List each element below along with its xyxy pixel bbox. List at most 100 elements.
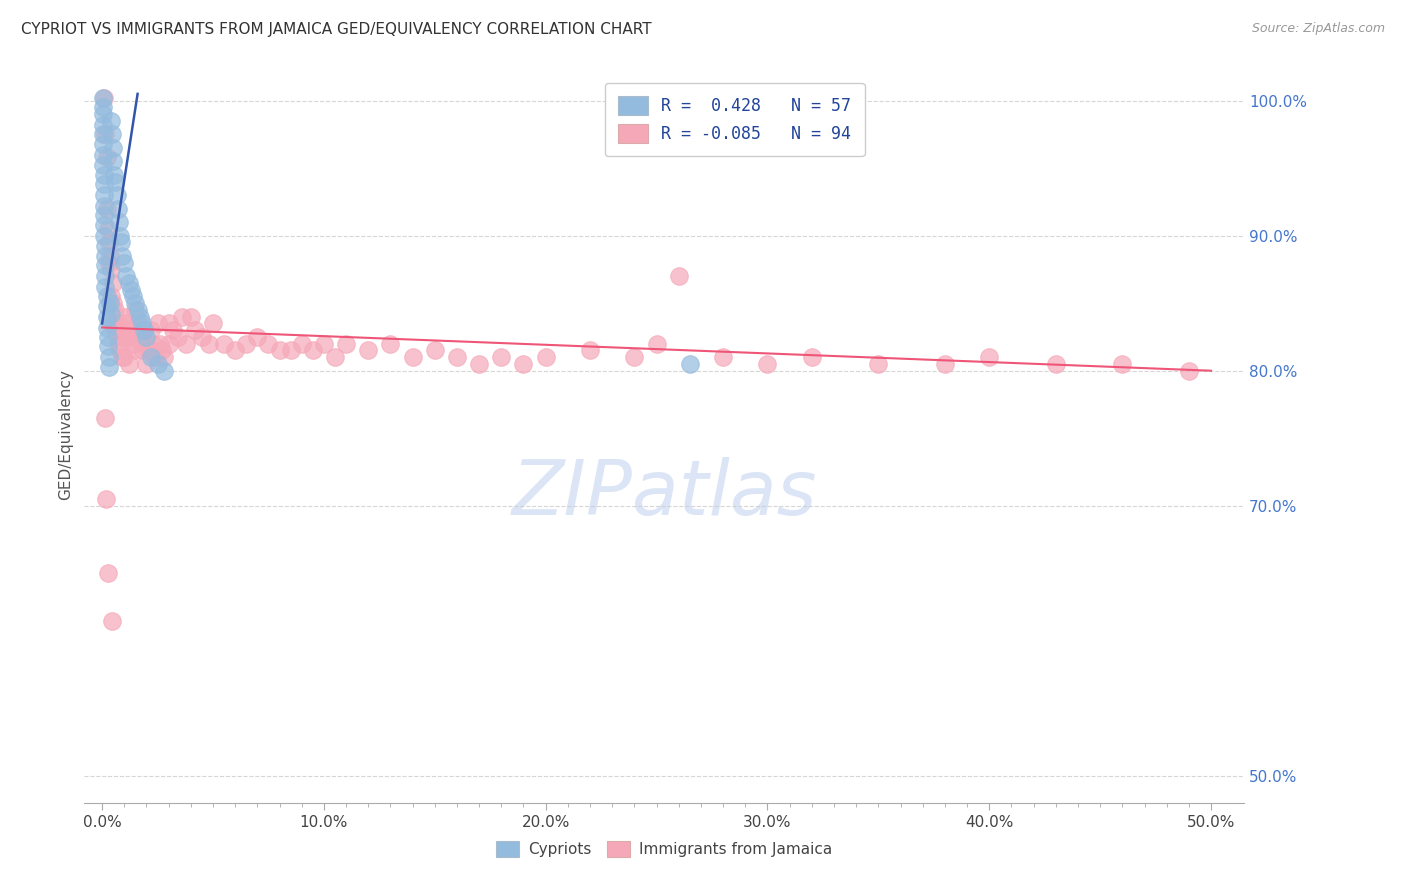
Point xyxy=(257,336,280,351)
Point xyxy=(93,228,115,243)
Point xyxy=(124,343,146,358)
Point xyxy=(756,357,779,371)
Point xyxy=(312,336,335,351)
Point xyxy=(96,289,118,303)
Point xyxy=(170,310,193,324)
Point xyxy=(180,310,202,324)
Point xyxy=(468,357,491,371)
Point xyxy=(103,154,125,169)
Point xyxy=(94,280,117,294)
Point xyxy=(91,107,114,121)
Point xyxy=(868,357,890,371)
Point xyxy=(446,350,468,364)
Point xyxy=(128,330,150,344)
Point xyxy=(534,350,557,364)
Point xyxy=(104,323,127,337)
Point xyxy=(146,357,169,371)
Point xyxy=(93,178,115,192)
Y-axis label: GED/Equivalency: GED/Equivalency xyxy=(58,369,73,500)
Point xyxy=(224,343,246,358)
Point xyxy=(107,317,129,331)
Point xyxy=(94,249,117,263)
Point xyxy=(108,228,131,243)
Point xyxy=(269,343,291,358)
Point xyxy=(97,350,120,364)
Point xyxy=(124,296,146,310)
Point xyxy=(103,276,125,290)
Point xyxy=(122,289,145,303)
Point xyxy=(191,330,214,344)
Point xyxy=(96,150,118,164)
Point xyxy=(107,202,129,216)
Point xyxy=(623,350,645,364)
Point xyxy=(579,343,602,358)
Point xyxy=(120,283,142,297)
Point xyxy=(1178,364,1201,378)
Point xyxy=(110,235,132,250)
Point xyxy=(97,330,120,344)
Point xyxy=(112,330,135,344)
Point xyxy=(97,339,120,353)
Point xyxy=(212,336,235,351)
Point xyxy=(323,350,346,364)
Point xyxy=(91,118,114,132)
Point xyxy=(91,159,114,173)
Point xyxy=(103,296,125,310)
Point xyxy=(97,255,120,269)
Point xyxy=(134,323,156,337)
Point xyxy=(335,336,357,351)
Point xyxy=(118,276,141,290)
Point xyxy=(280,343,302,358)
Point xyxy=(246,330,269,344)
Point xyxy=(96,310,118,324)
Legend: Cypriots, Immigrants from Jamaica: Cypriots, Immigrants from Jamaica xyxy=(489,834,839,865)
Point xyxy=(104,175,127,189)
Point xyxy=(93,188,115,202)
Point xyxy=(197,336,219,351)
Point xyxy=(357,343,380,358)
Point xyxy=(101,128,124,142)
Point xyxy=(94,269,117,284)
Point xyxy=(679,357,702,371)
Point xyxy=(201,317,224,331)
Point xyxy=(94,128,117,142)
Point xyxy=(645,336,668,351)
Point xyxy=(134,323,156,337)
Point xyxy=(103,141,125,155)
Text: ZIPatlas: ZIPatlas xyxy=(512,457,817,531)
Point xyxy=(157,317,180,331)
Point xyxy=(100,114,122,128)
Point xyxy=(101,614,124,628)
Text: CYPRIOT VS IMMIGRANTS FROM JAMAICA GED/EQUIVALENCY CORRELATION CHART: CYPRIOT VS IMMIGRANTS FROM JAMAICA GED/E… xyxy=(21,22,652,37)
Point xyxy=(157,336,180,351)
Point xyxy=(100,262,122,277)
Point xyxy=(112,310,135,324)
Point xyxy=(93,209,115,223)
Point xyxy=(139,350,162,364)
Point xyxy=(103,168,125,182)
Point xyxy=(128,310,150,324)
Point xyxy=(111,249,134,263)
Point xyxy=(135,336,157,351)
Point xyxy=(112,350,135,364)
Point xyxy=(103,317,125,331)
Point xyxy=(153,364,176,378)
Point xyxy=(139,323,162,337)
Point xyxy=(711,350,734,364)
Point xyxy=(491,350,513,364)
Point xyxy=(91,100,114,114)
Point xyxy=(118,357,141,371)
Point xyxy=(94,259,117,273)
Point xyxy=(162,323,184,337)
Point xyxy=(115,317,138,331)
Point xyxy=(111,330,134,344)
Point xyxy=(291,336,314,351)
Point xyxy=(94,491,117,506)
Point xyxy=(105,188,128,202)
Point xyxy=(112,255,135,269)
Point xyxy=(96,299,118,313)
Point xyxy=(96,202,118,216)
Point xyxy=(127,317,149,331)
Point xyxy=(91,136,114,151)
Point xyxy=(150,343,173,358)
